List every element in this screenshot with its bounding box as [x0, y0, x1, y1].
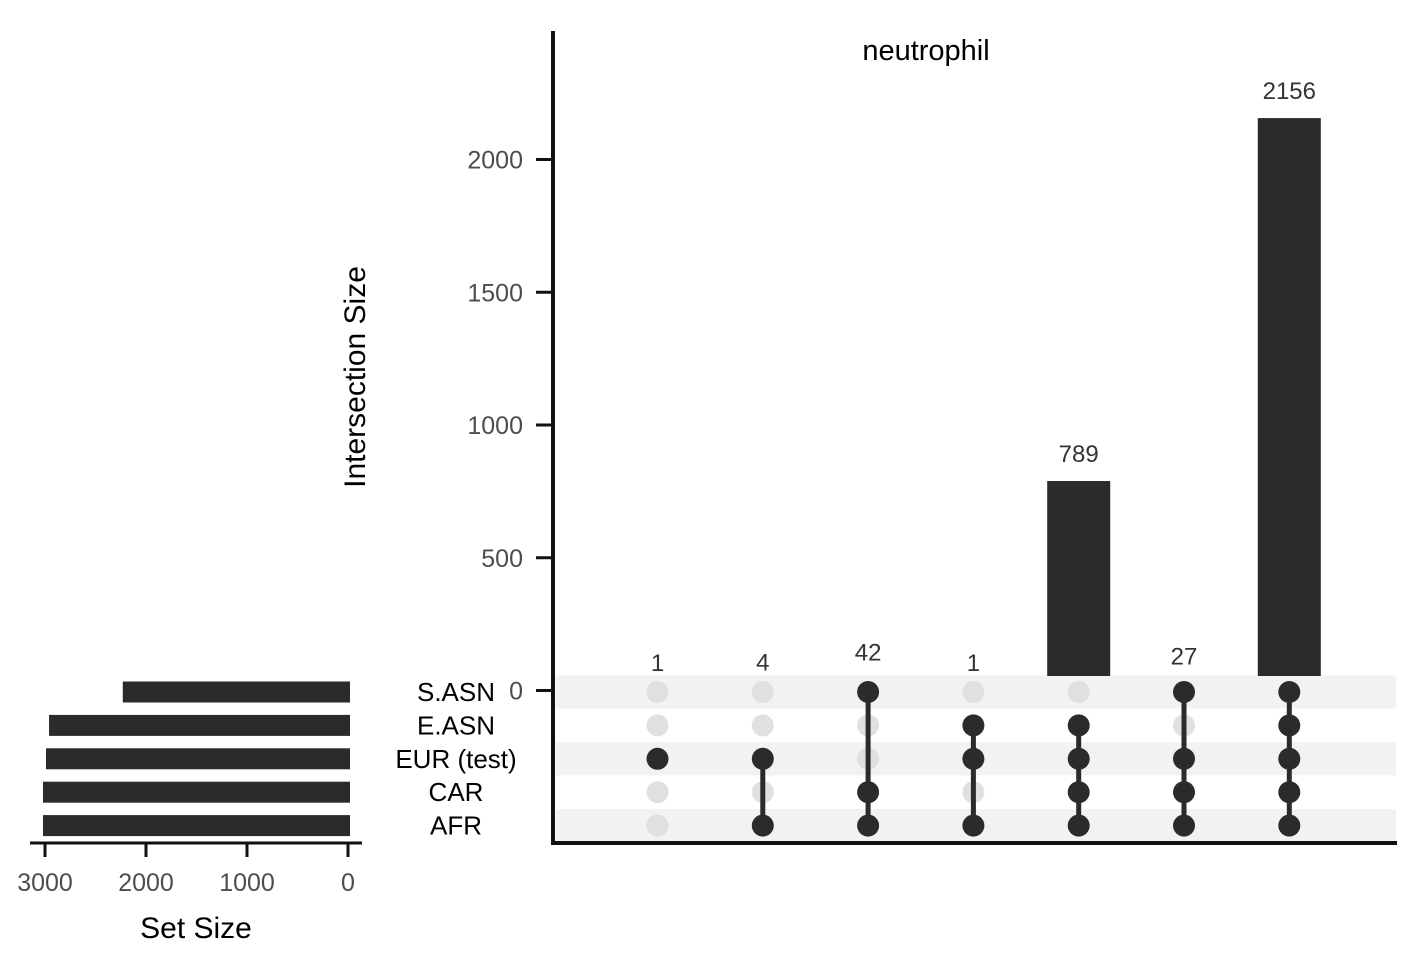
y-tick-label: 0: [509, 678, 523, 706]
matrix-dot-active: [962, 814, 985, 837]
matrix-dot-inactive: [646, 681, 669, 703]
intersection-axis-ticks: 0 500 1000 1500 2000: [467, 147, 551, 706]
matrix-dot-active: [1278, 781, 1301, 804]
y-tick-label: 1500: [467, 279, 523, 307]
x-tick-label: 2000: [118, 869, 174, 897]
set-size-bar: [42, 815, 350, 837]
set-size-bar: [46, 748, 350, 770]
matrix-dot-active: [1173, 681, 1195, 703]
set-size-bar: [42, 781, 350, 803]
matrix-dot-active: [1278, 814, 1301, 837]
chart-title: neutrophil: [862, 35, 989, 67]
y-tick-label: 500: [481, 545, 523, 573]
matrix-dot-active: [1278, 747, 1301, 770]
matrix-dot-active: [1067, 814, 1090, 837]
matrix-dot-active: [646, 747, 669, 770]
matrix-dot-active: [1173, 781, 1195, 804]
matrix-dot-active: [1067, 714, 1090, 737]
matrix-dot-inactive: [1067, 681, 1090, 703]
x-tick-label: 0: [341, 869, 355, 897]
x-tick-label: 3000: [17, 869, 73, 897]
matrix-dot-active: [1173, 747, 1195, 770]
bar-value-label: 2156: [1263, 78, 1316, 105]
set-label: S.ASN: [417, 677, 495, 707]
set-size-axis-ticks: 3000 2000 1000 0: [17, 843, 355, 897]
matrix-dot-active: [962, 747, 985, 770]
bar-value-label: 4: [756, 649, 769, 676]
set-size-bar: [122, 681, 351, 703]
matrix-dot-active: [1278, 681, 1301, 703]
membership-matrix: [646, 681, 1301, 837]
intersection-bars: 1 4 42 1 789 27 2156: [651, 78, 1321, 677]
y-tick-label: 1000: [467, 412, 523, 440]
intersection-bar: [1047, 481, 1111, 676]
set-label: EUR (test): [395, 744, 516, 774]
matrix-dot-inactive: [751, 681, 774, 703]
matrix-dot-inactive: [646, 714, 669, 737]
matrix-dot-active: [1067, 747, 1090, 770]
intersection-bar: [1257, 118, 1321, 676]
matrix-dot-active: [1173, 814, 1195, 837]
bar-value-label: 42: [855, 639, 882, 666]
y-tick-label: 2000: [467, 147, 523, 175]
set-size-bar: [49, 714, 350, 736]
x-tick-label: 1000: [219, 869, 275, 897]
bar-value-label: 1: [967, 650, 980, 677]
matrix-dot-active: [751, 814, 774, 837]
matrix-dot-inactive: [646, 814, 669, 837]
matrix-dot-active: [857, 681, 880, 703]
matrix-dot-active: [962, 714, 985, 737]
matrix-dot-inactive: [962, 681, 985, 703]
bar-value-label: 27: [1171, 643, 1198, 670]
matrix-dot-active: [751, 747, 774, 770]
matrix-dot-active: [857, 814, 880, 837]
set-label: CAR: [429, 777, 484, 807]
set-size-bars: [42, 681, 351, 837]
set-size-axis-title: Set Size: [140, 912, 252, 945]
matrix-dot-active: [857, 781, 880, 804]
bar-value-label: 1: [651, 650, 664, 677]
matrix-dot-active: [1067, 781, 1090, 804]
set-label: AFR: [430, 811, 482, 841]
set-label: E.ASN: [417, 710, 495, 740]
matrix-dot-inactive: [646, 781, 669, 804]
matrix-dot-active: [1278, 714, 1301, 737]
bar-value-label: 789: [1059, 441, 1099, 468]
matrix-dot-inactive: [751, 714, 774, 737]
intersection-axis-title: Intersection Size: [339, 266, 372, 488]
